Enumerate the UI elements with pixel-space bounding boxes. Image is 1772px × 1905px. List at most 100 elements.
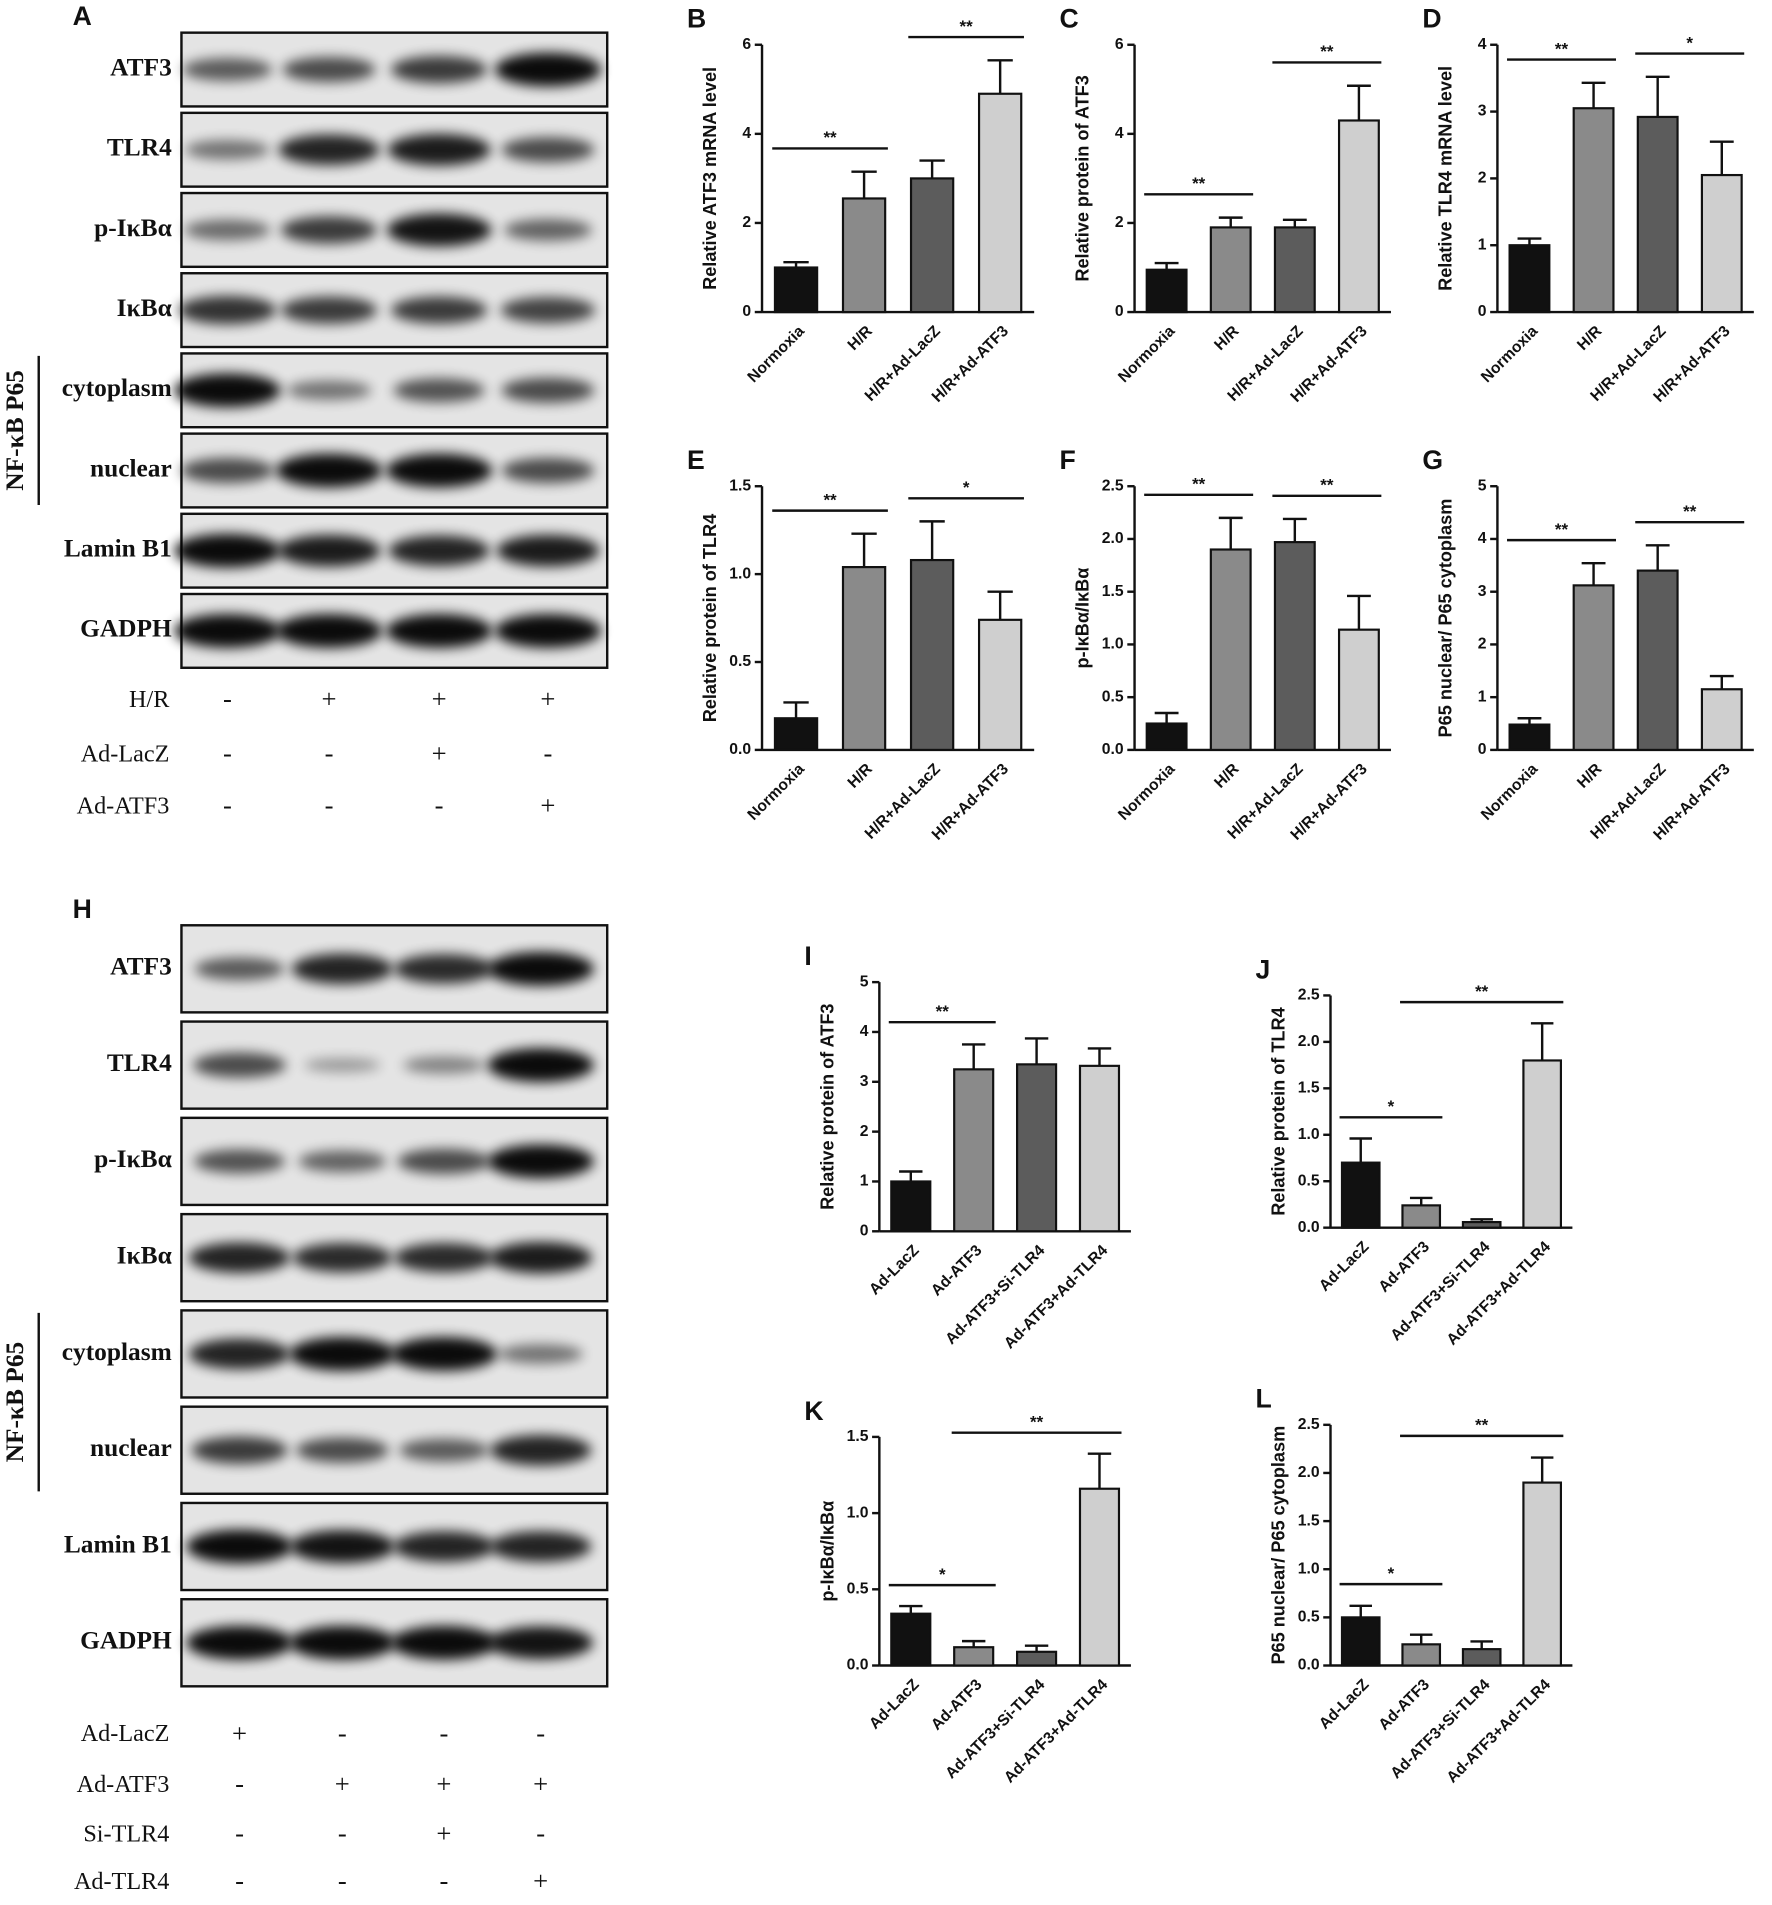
- condition-sign: +: [232, 1718, 247, 1748]
- x-tick-label: Ad-ATF3+Ad-TLR4: [1444, 1676, 1554, 1786]
- blot-band: [174, 373, 281, 408]
- significance-label: **: [1683, 502, 1697, 521]
- blot-band: [504, 218, 592, 241]
- blot-band: [275, 613, 383, 648]
- blot-band: [295, 1437, 389, 1463]
- y-tick-label: 1: [1478, 688, 1487, 705]
- blot-row-label: cytoplasm: [62, 1338, 172, 1366]
- x-tick-label: H/R: [1574, 760, 1606, 792]
- blot-band: [174, 533, 281, 568]
- bar: [1209, 226, 1252, 314]
- panel-letter: H: [73, 894, 92, 924]
- bar: [1522, 1481, 1563, 1667]
- panel-letter: L: [1256, 1384, 1272, 1414]
- y-axis-label: Relative protein of ATF3: [1073, 75, 1093, 281]
- blot-band: [184, 219, 271, 241]
- blot-band: [186, 1625, 293, 1660]
- bar: [1078, 1487, 1121, 1667]
- y-tick-label: 0.5: [847, 1580, 869, 1597]
- blot-band: [488, 1626, 594, 1660]
- x-tick-label: Normoxia: [1115, 323, 1178, 386]
- condition-sign: -: [536, 1818, 545, 1848]
- condition-sign: -: [338, 1718, 347, 1748]
- significance-label: **: [823, 490, 837, 509]
- x-tick-label: Ad-LacZ: [1316, 1676, 1373, 1733]
- blot-band: [394, 1242, 494, 1273]
- y-tick-label: 2: [860, 1123, 869, 1140]
- significance-label: **: [1475, 982, 1489, 1001]
- blot-band: [487, 951, 594, 986]
- bar: [773, 266, 819, 314]
- blot-band: [289, 1625, 396, 1660]
- bar: [890, 1612, 932, 1667]
- blot-row-label: ATF3: [110, 953, 172, 981]
- condition-label: Ad-ATF3: [77, 1771, 170, 1798]
- blot-band: [385, 613, 493, 648]
- condition-sign: -: [235, 1818, 244, 1848]
- significance-label: **: [1320, 42, 1334, 61]
- condition-sign: +: [533, 1865, 548, 1895]
- condition-label: Si-TLR4: [83, 1821, 169, 1848]
- blot-band: [500, 296, 596, 324]
- significance-label: *: [1388, 1097, 1395, 1116]
- blot-band: [399, 1438, 489, 1462]
- blot-row-label: TLR4: [107, 134, 172, 162]
- condition-sign: +: [540, 684, 555, 714]
- y-tick-label: 0.0: [729, 741, 751, 758]
- significance-label: **: [1555, 520, 1569, 539]
- blot-band: [490, 1531, 592, 1562]
- bar: [1461, 1221, 1502, 1229]
- y-tick-label: 0: [742, 303, 751, 320]
- blot-band: [397, 1148, 491, 1174]
- panel-letter: B: [687, 4, 706, 34]
- y-axis-label: Relative protein of TLR4: [700, 514, 720, 722]
- y-tick-label: 4: [1115, 125, 1124, 142]
- condition-sign: +: [432, 738, 447, 768]
- x-tick-label: Ad-ATF3+Ad-TLR4: [1001, 1242, 1111, 1352]
- condition-sign: -: [338, 1865, 347, 1895]
- bar: [953, 1646, 995, 1667]
- blot-band: [280, 216, 378, 244]
- blot-band: [393, 378, 485, 403]
- blot-band: [403, 1056, 485, 1074]
- bar: [1078, 1064, 1121, 1233]
- blot-band: [501, 457, 595, 484]
- blot-band: [501, 137, 595, 163]
- y-tick-label: 1.5: [1102, 583, 1124, 600]
- condition-sign: -: [235, 1769, 244, 1799]
- blot-band: [289, 1337, 396, 1371]
- y-axis-label: Relative ATF3 mRNA level: [700, 67, 720, 290]
- blot-band: [292, 1242, 393, 1273]
- condition-label: H/R: [129, 686, 170, 713]
- blot-band: [280, 296, 378, 324]
- bar: [1340, 1161, 1381, 1229]
- bar: [1401, 1643, 1442, 1667]
- y-tick-label: 3: [860, 1073, 869, 1090]
- y-tick-label: 0: [1478, 303, 1487, 320]
- y-tick-label: 0.5: [1102, 688, 1124, 705]
- y-tick-label: 1.0: [847, 1504, 869, 1521]
- bar: [1015, 1650, 1058, 1667]
- y-tick-label: 0.0: [1298, 1219, 1320, 1236]
- x-tick-label: Ad-ATF3: [1376, 1676, 1434, 1734]
- y-tick-label: 1.5: [729, 477, 751, 494]
- blot-band: [393, 1531, 495, 1562]
- panel-letter: C: [1060, 4, 1079, 34]
- y-tick-label: 2.5: [1102, 477, 1124, 494]
- condition-sign: -: [223, 684, 232, 714]
- y-axis-label: Relative protein of TLR4: [1268, 1007, 1288, 1215]
- blot-band: [390, 55, 488, 84]
- y-tick-label: 2.5: [1298, 1416, 1320, 1433]
- significance-label: *: [1388, 1564, 1395, 1583]
- bar: [1340, 1616, 1381, 1667]
- blot-band: [188, 1242, 291, 1273]
- bar: [841, 197, 887, 314]
- blot-band: [193, 1052, 286, 1078]
- blot-band: [298, 1150, 387, 1173]
- y-tick-label: 5: [1478, 477, 1487, 494]
- y-tick-label: 2.0: [1298, 1033, 1320, 1050]
- blot-band: [386, 213, 492, 247]
- bar: [1273, 541, 1316, 751]
- blot-band: [182, 58, 273, 82]
- blot-band: [387, 133, 491, 166]
